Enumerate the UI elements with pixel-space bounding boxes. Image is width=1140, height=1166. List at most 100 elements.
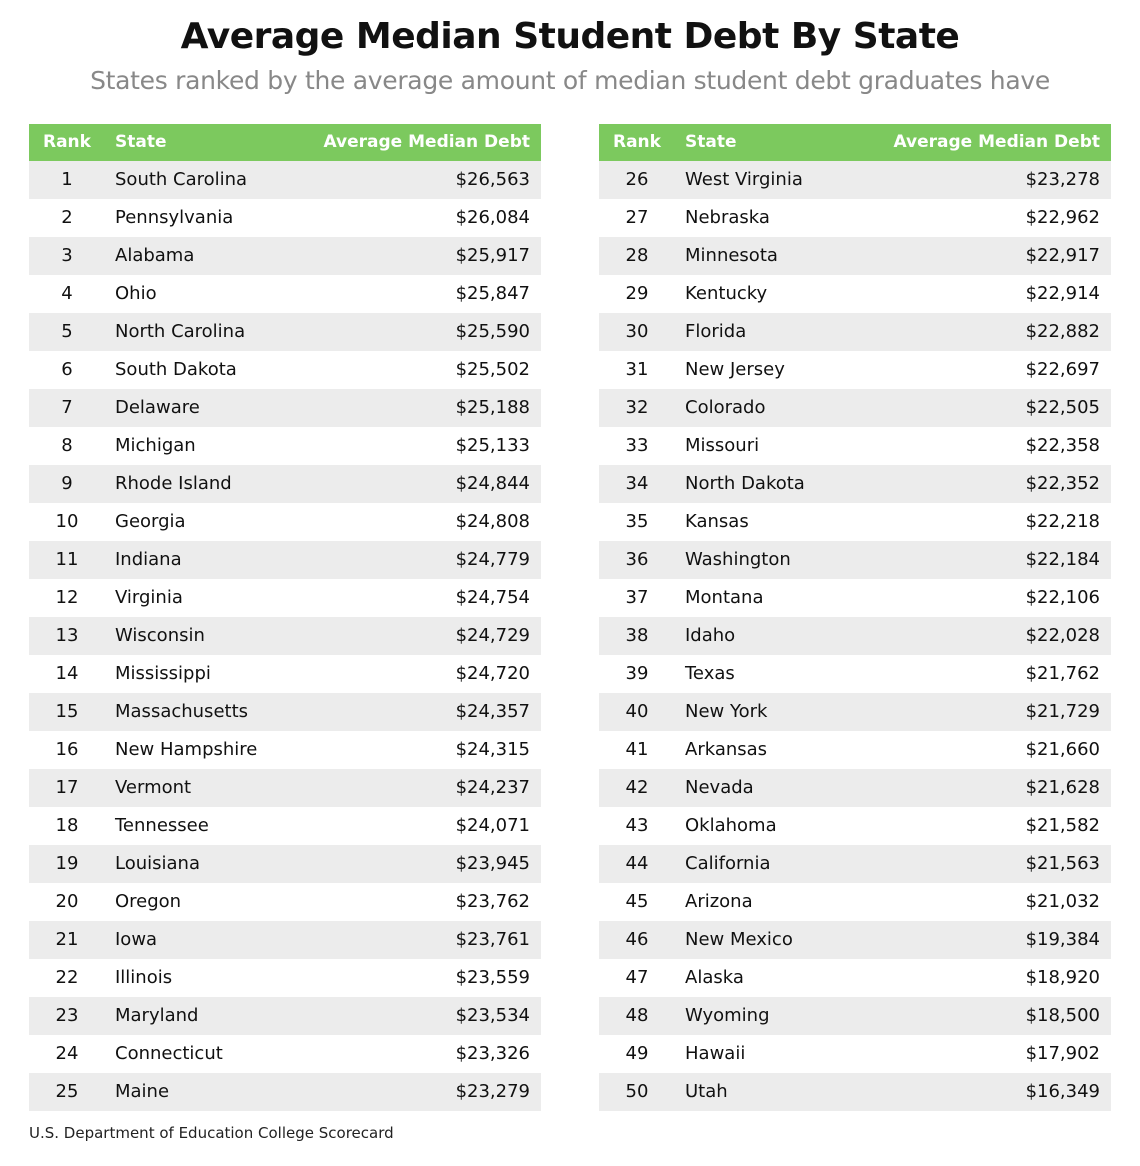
- table-row: 50 Utah $16,349: [599, 1073, 1111, 1111]
- cell: $23,534: [455, 1005, 530, 1026]
- cell: Iowa: [115, 929, 158, 950]
- table-row: 3 Alabama $25,917: [29, 237, 541, 275]
- cell: $22,697: [1025, 359, 1100, 380]
- cell: Maine: [115, 1081, 170, 1102]
- table-row: 45 Arizona $21,032: [599, 883, 1111, 921]
- cell: Wisconsin: [115, 625, 205, 646]
- cell: Oregon: [115, 891, 182, 912]
- table-row: 6 South Dakota $25,502: [29, 351, 541, 389]
- cell: 11: [55, 549, 79, 570]
- cell: $25,917: [455, 245, 530, 266]
- table-row: 32 Colorado $22,505: [599, 389, 1111, 427]
- cell: 39: [625, 663, 649, 684]
- cell: $26,084: [455, 207, 530, 228]
- cell: Alaska: [685, 967, 744, 988]
- cell: $18,920: [1025, 967, 1100, 988]
- cell: 46: [625, 929, 649, 950]
- table-row: 41 Arkansas $21,660: [599, 731, 1111, 769]
- cell: $25,590: [455, 321, 530, 342]
- cell: 22: [55, 967, 79, 988]
- cell: Massachusetts: [115, 701, 249, 722]
- cell: Wyoming: [685, 1005, 770, 1026]
- cell: Washington: [685, 549, 791, 570]
- cell: $17,902: [1025, 1043, 1100, 1064]
- cell: 5: [61, 321, 73, 342]
- cell: $24,720: [455, 663, 530, 684]
- cell: $23,945: [455, 853, 530, 874]
- table-row: 28 Minnesota $22,917: [599, 237, 1111, 275]
- table-row: 1 South Carolina $26,563: [29, 161, 541, 199]
- cell: 3: [61, 245, 73, 266]
- table-row: 46 New Mexico $19,384: [599, 921, 1111, 959]
- cell: $22,218: [1025, 511, 1100, 532]
- cell: $22,962: [1025, 207, 1100, 228]
- cell: Florida: [685, 321, 747, 342]
- cell: 10: [55, 511, 79, 532]
- cell: New Mexico: [685, 929, 793, 950]
- table-row: 44 California $21,563: [599, 845, 1111, 883]
- cell: $25,847: [455, 283, 530, 304]
- table-row: 8 Michigan $25,133: [29, 427, 541, 465]
- cell: $23,559: [455, 967, 530, 988]
- cell: $21,660: [1025, 739, 1100, 760]
- table-row: 2 Pennsylvania $26,084: [29, 199, 541, 237]
- cell: 4: [61, 283, 73, 304]
- cell: 33: [625, 435, 649, 456]
- cell: 36: [625, 549, 649, 570]
- cell: 34: [625, 473, 649, 494]
- cell: $21,762: [1025, 663, 1100, 684]
- cell: 18: [55, 815, 79, 836]
- cell: 38: [625, 625, 649, 646]
- header-row: Rank State Average Median Debt: [29, 124, 541, 161]
- cell: $23,761: [455, 929, 530, 950]
- cell: 20: [55, 891, 79, 912]
- cell: Maryland: [115, 1005, 199, 1026]
- title: Average Median Student Debt By State: [180, 16, 960, 57]
- cell: $24,779: [455, 549, 530, 570]
- cell: 42: [625, 777, 649, 798]
- table-row: 11 Indiana $24,779: [29, 541, 541, 579]
- table-row: 43 Oklahoma $21,582: [599, 807, 1111, 845]
- cell: 23: [55, 1005, 79, 1026]
- table-row: 16 New Hampshire $24,315: [29, 731, 541, 769]
- cell: Montana: [685, 587, 764, 608]
- cell: $21,729: [1025, 701, 1100, 722]
- cell: Arizona: [685, 891, 753, 912]
- table-row: 18 Tennessee $24,071: [29, 807, 541, 845]
- cell: $24,315: [455, 739, 530, 760]
- table-row: 29 Kentucky $22,914: [599, 275, 1111, 313]
- cell: Vermont: [115, 777, 192, 798]
- cell: Connecticut: [115, 1043, 223, 1064]
- cell: 14: [55, 663, 79, 684]
- table-row: 9 Rhode Island $24,844: [29, 465, 541, 503]
- cell: 9: [61, 473, 73, 494]
- cell: 48: [625, 1005, 649, 1026]
- cell: $24,844: [455, 473, 530, 494]
- cell: $19,384: [1025, 929, 1100, 950]
- table-row: 21 Iowa $23,761: [29, 921, 541, 959]
- cell: $22,882: [1025, 321, 1100, 342]
- cell: 21: [55, 929, 79, 950]
- cell: $16,349: [1025, 1081, 1100, 1102]
- cell: Texas: [685, 663, 735, 684]
- cell: 1: [61, 169, 73, 190]
- column-header: Rank: [613, 132, 661, 152]
- table-row: 27 Nebraska $22,962: [599, 199, 1111, 237]
- table-row: 12 Virginia $24,754: [29, 579, 541, 617]
- cell: New Hampshire: [115, 739, 258, 760]
- source: U.S. Department of Education College Sco…: [29, 1124, 394, 1142]
- cell: $22,358: [1025, 435, 1100, 456]
- cell: 41: [625, 739, 649, 760]
- cell: Tennessee: [115, 815, 209, 836]
- cell: $24,808: [455, 511, 530, 532]
- cell: Alabama: [115, 245, 195, 266]
- cell: Nebraska: [685, 207, 770, 228]
- cell: North Carolina: [115, 321, 246, 342]
- cell: 17: [55, 777, 79, 798]
- table-row: 49 Hawaii $17,902: [599, 1035, 1111, 1073]
- cell: 25: [55, 1081, 79, 1102]
- cell: 44: [625, 853, 649, 874]
- cell: $21,563: [1025, 853, 1100, 874]
- table-row: 15 Massachusetts $24,357: [29, 693, 541, 731]
- cell: $25,502: [455, 359, 530, 380]
